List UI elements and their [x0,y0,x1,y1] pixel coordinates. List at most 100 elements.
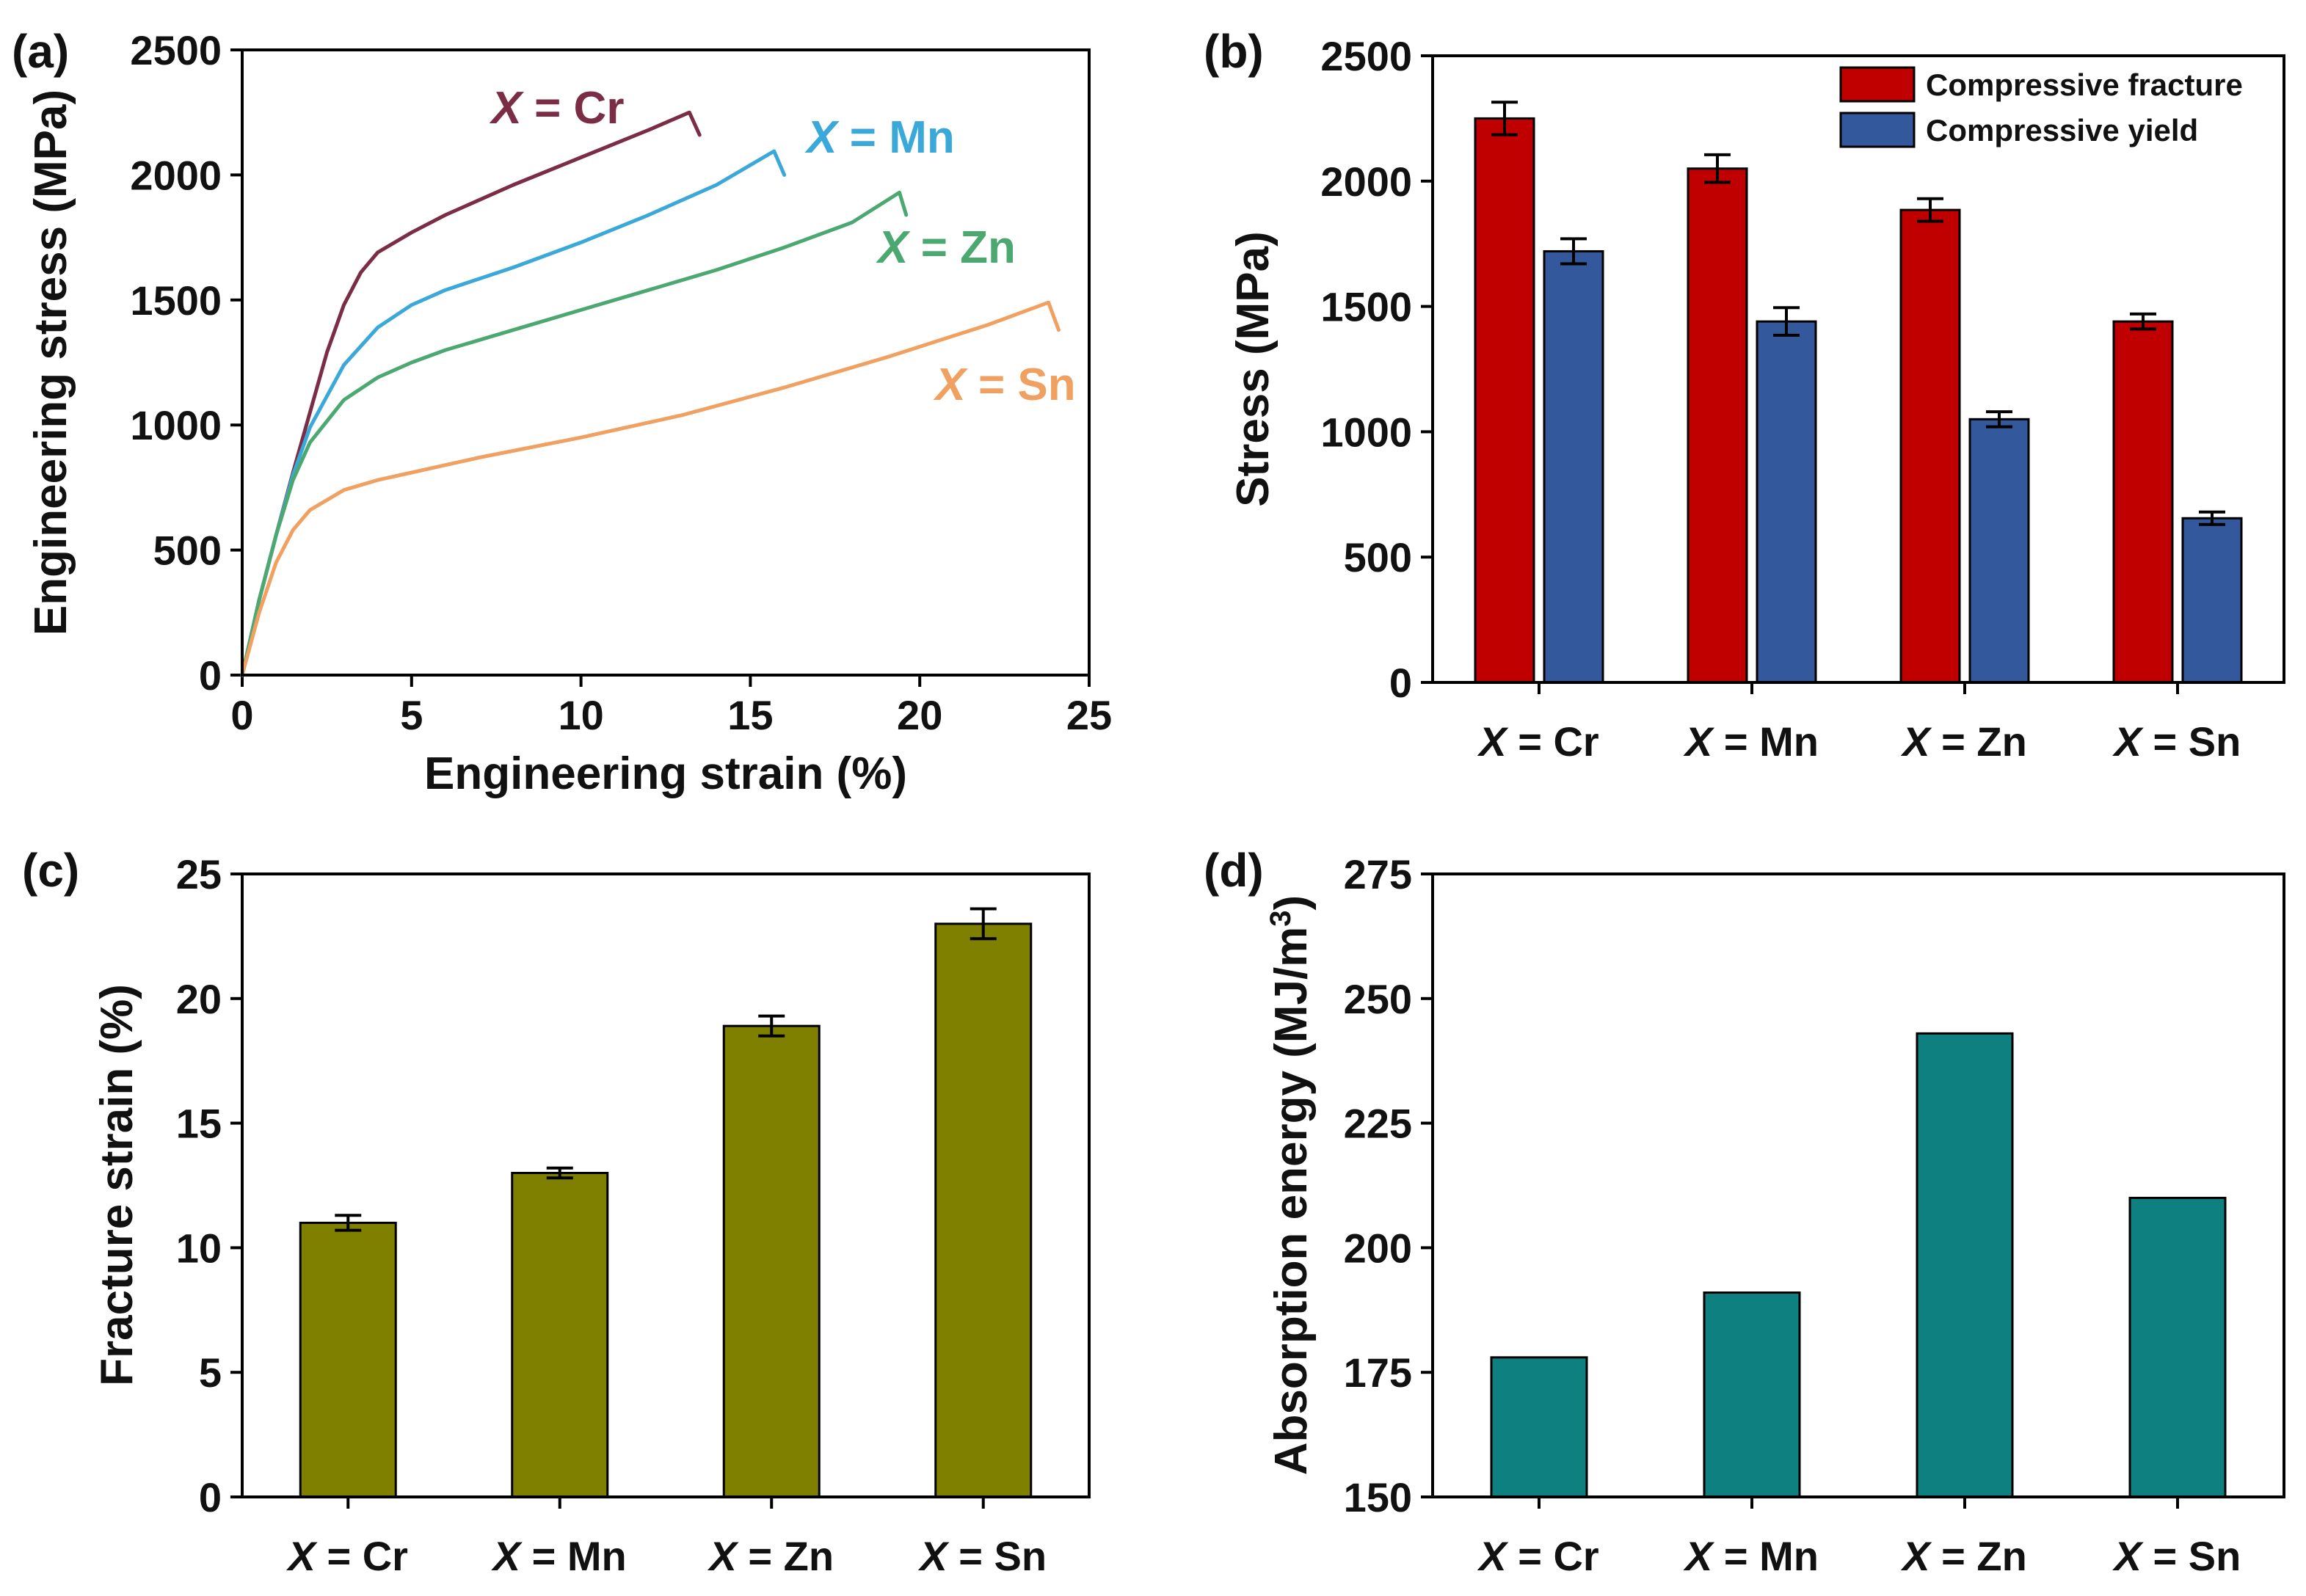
category-suffix: = Zn [737,1533,834,1579]
y-tick-label: 20 [176,976,222,1022]
y-tick-label: 2000 [130,152,222,198]
x-tick-label: 10 [558,692,603,738]
y-tick-label: 175 [1344,1349,1412,1396]
category-suffix: = Sn [2142,1533,2241,1579]
bar [299,1221,397,1498]
series-label-suffix: = Mn [837,112,955,163]
y-tick-label: 15 [176,1101,222,1147]
y-tick-label: 250 [1344,976,1412,1022]
bar [1916,1032,2014,1498]
series-line-cr [240,110,702,677]
legend-swatch [1839,112,1916,148]
y-axis-title-text: Engineering stress (MPa) [26,90,76,635]
category-prefix: X [1683,1533,1715,1579]
x-category-label: X = Mn [1683,718,1819,765]
y-tick-label: 200 [1344,1225,1412,1271]
y-tick-label: 10 [176,1225,222,1271]
category-prefix: X [1900,718,1932,765]
x-category-label: X = Sn [2112,718,2241,765]
panel-label: (d) [1204,844,1264,897]
series-label: X = Zn [876,222,1016,273]
category-suffix: = Zn [1930,718,2027,765]
legend: Compressive fracture Compressive yield [1839,66,2243,148]
bar [2128,1196,2227,1498]
legend-label: Compressive yield [1926,113,2198,147]
bar [511,1172,609,1498]
category-prefix: X [917,1533,950,1579]
series-label-suffix: = Cr [522,83,625,134]
category-suffix: = Zn [1930,1533,2027,1579]
x-tick-label: 25 [1066,692,1112,738]
bar [1490,1356,1588,1498]
panel-label: (b) [1204,25,1264,78]
error-bar [1986,410,2012,429]
y-tick-label: 225 [1344,1101,1412,1147]
y-tick-label: 275 [1344,851,1412,897]
category-prefix: X [1477,718,1509,765]
error-bar [970,907,997,941]
legend-swatch [1839,66,1916,103]
series-label-prefix: X [933,360,968,410]
series-line-zn [240,190,909,677]
series-label: X = Cr [490,83,625,134]
y-axis-title: Engineering stress (MPa) [26,90,76,635]
plot-frame [1431,872,2285,1498]
x-category-label: X = Cr [1477,718,1598,765]
bar [722,1024,821,1498]
y-tick-label: 2500 [1320,33,1412,79]
y-tick-label: 5 [199,1349,222,1396]
error-bar [2130,312,2156,331]
plot-frame [241,48,1091,677]
category-prefix: X [491,1533,523,1579]
error-bar [1560,237,1587,266]
plot-frame [1431,54,2285,684]
y-axis-title-text: Fracture strain (%) [92,984,142,1386]
x-tick-label: 5 [400,692,423,738]
y-axis-title-sup: 3 [1265,910,1297,926]
category-suffix: = Mn [520,1533,627,1579]
panel-b: (b) 0 500 1000 1500 2000 2500 Stress (MPa) X = C… [1204,25,2285,765]
category-prefix: X [707,1533,739,1579]
y-tick-label: 25 [176,851,222,897]
bar [1899,208,1961,684]
error-bar [1917,197,1943,223]
y-tick-label: 1000 [130,402,222,448]
x-category-label: X = Zn [707,1533,834,1579]
panel-label: (c) [22,844,79,897]
y-axis-title-text: Absorption energy (MJ/m [1266,927,1317,1476]
legend-label: Compressive fracture [1926,68,2243,102]
category-suffix: = Sn [2142,718,2241,765]
x-tick-label: 20 [897,692,942,738]
category-prefix: X [1683,718,1715,765]
bar [1474,117,1535,684]
error-bar [1773,306,1800,337]
error-bar [546,1166,573,1180]
error-bar [335,1214,362,1232]
y-tick-label: 1500 [1320,284,1412,330]
x-axis-title: Engineering strain (%) [424,748,907,799]
series-label: X = Mn [804,112,955,163]
series-line-mn [240,149,787,677]
error-bar [758,1014,785,1038]
bar [1687,167,1748,684]
x-category-label: X = Mn [491,1533,627,1579]
series-label-prefix: X [804,112,840,163]
bar [1703,1291,1801,1498]
x-category-label: X = Cr [1477,1533,1598,1579]
panel-a: (a) 0 500 1000 1500 2000 2500 Engineering stres… [12,25,1112,799]
category-suffix: = Cr [1507,1533,1599,1579]
plot-frame [241,872,1091,1498]
category-suffix: = Mn [1712,1533,1819,1579]
y-tick-label: 500 [153,528,222,574]
x-category-label: X = Mn [1683,1533,1819,1579]
bar [2181,517,2243,684]
error-bar [2199,510,2225,526]
y-tick-label: 2500 [130,27,222,73]
error-bar [1704,153,1731,184]
bar [1968,418,2030,684]
category-prefix: X [1477,1533,1509,1579]
bar [1543,249,1604,684]
category-prefix: X [286,1533,319,1579]
x-category-label: X = Cr [286,1533,408,1579]
